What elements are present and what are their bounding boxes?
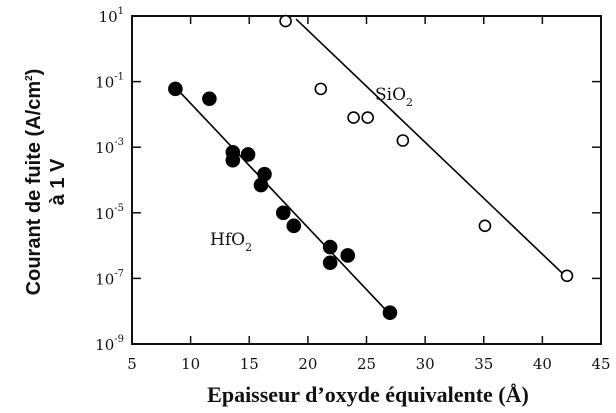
x-tick-label: 20: [298, 355, 317, 373]
data-points: [168, 14, 574, 321]
data-point-sio2: [314, 82, 328, 96]
data-point-hfo2: [275, 205, 291, 221]
y-axis-label-line2: à 1 V: [47, 158, 69, 205]
fit-lines: [172, 18, 570, 315]
x-tick-label: 35: [474, 355, 493, 373]
data-point-hfo2: [202, 91, 217, 107]
data-point-hfo2: [322, 255, 338, 271]
axis-ticks: 5 10 15 20 25 30 35 40 45 101 10-1 10-3 10-5 10-7 10-9: [95, 6, 610, 373]
data-point-sio2: [478, 219, 492, 233]
data-point-hfo2: [382, 305, 398, 321]
data-point-hfo2: [286, 218, 302, 234]
series-label-hfo2: HfO2: [210, 230, 252, 254]
fit-line-hfo2: [172, 84, 391, 315]
y-tick-label: 10-3: [95, 137, 124, 157]
data-point-hfo2: [225, 152, 241, 168]
data-point-sio2: [396, 134, 410, 147]
x-tick-label: 40: [533, 355, 552, 373]
x-tick-label: 5: [127, 355, 137, 373]
y-tick-label: 10-7: [95, 268, 124, 288]
data-point-hfo2: [168, 81, 183, 97]
data-point-hfo2: [322, 239, 338, 255]
data-point-sio2: [279, 14, 292, 28]
data-point-sio2: [361, 111, 374, 124]
plot-frame: [131, 15, 602, 345]
data-point-hfo2: [240, 147, 256, 162]
data-point-hfo2: [340, 248, 356, 263]
data-point-sio2: [560, 269, 574, 283]
x-tick-label: 10: [181, 355, 200, 373]
data-point-sio2: [347, 111, 360, 124]
x-tick-label: 45: [591, 355, 610, 373]
y-tick-label: 10-5: [95, 203, 124, 223]
x-tick-label: 15: [240, 355, 259, 373]
data-point-hfo2: [257, 166, 272, 182]
y-tick-label: 10-9: [95, 334, 124, 354]
series-label-sio2: SiO2: [375, 85, 413, 109]
x-tick-label: 30: [416, 355, 435, 373]
x-tick-label: 25: [357, 355, 376, 373]
y-tick-label: 10-1: [95, 72, 124, 92]
x-axis-label: Epaisseur d’oxyde équivalente (Å): [207, 382, 529, 407]
y-tick-label: 101: [99, 6, 124, 26]
y-axis-label-line1: Courant de fuite (A/cm2): [23, 69, 45, 296]
fit-line-sio2: [295, 18, 570, 281]
